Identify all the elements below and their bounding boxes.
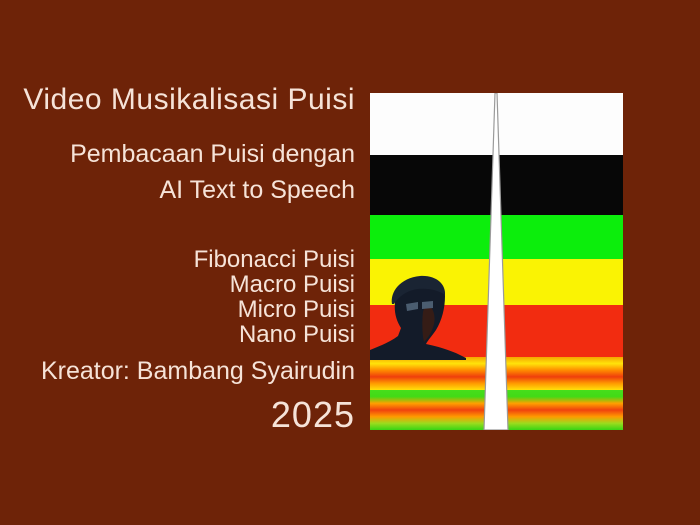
artwork-video-frame	[370, 93, 623, 430]
list-item: Micro Puisi	[237, 296, 355, 323]
creator-credit: Kreator: Bambang Syairudin	[40, 357, 355, 385]
list-item: Macro Puisi	[229, 271, 355, 298]
needle-wedge	[483, 93, 509, 430]
subtitle-line-1: Pembacaan Puisi dengan	[70, 140, 355, 168]
man-with-beret-silhouette	[370, 275, 466, 360]
page-title: Video Musikalisasi Puisi	[23, 83, 355, 116]
poem-type-list: Fibonacci Puisi Macro Puisi Micro Puisi …	[194, 247, 355, 347]
text-column: Video Musikalisasi Puisi Pembacaan Puisi…	[23, 83, 356, 435]
year-label: 2025	[270, 394, 355, 435]
list-item: Nano Puisi	[238, 321, 355, 348]
subtitle-line-2: AI Text to Speech	[159, 176, 356, 204]
list-item: Fibonacci Puisi	[193, 246, 355, 273]
